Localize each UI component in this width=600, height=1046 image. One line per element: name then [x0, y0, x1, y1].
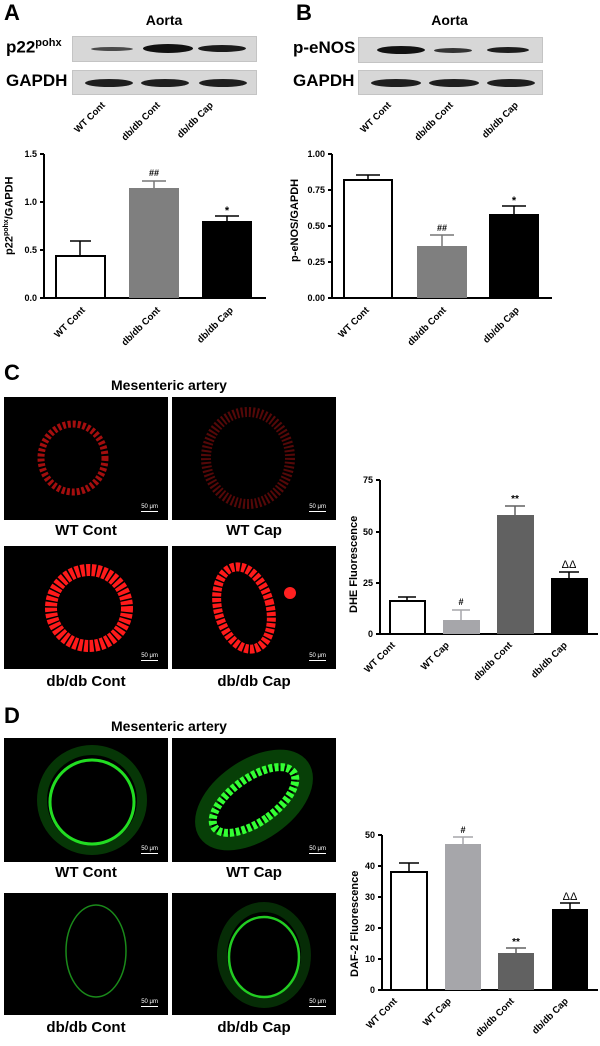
bar-dbdb-cont: ##	[129, 168, 179, 298]
panel-d-x-tick-label: db/db Cont	[473, 996, 517, 1040]
panel-a-y-axis-title: p22pohx/GAPDH	[3, 176, 16, 255]
svg-text:40: 40	[365, 861, 375, 871]
dhe-label-dbdb-cap: db/db Cap	[217, 673, 291, 690]
scale-bar: 50 μm	[141, 504, 158, 512]
daf2-label-dbdb-cap: db/db Cap	[217, 1019, 291, 1036]
panel-b-y-axis-title: p-eNOS/GAPDH	[289, 178, 301, 262]
daf2-image-dbdb-cont: 50 μm	[4, 893, 168, 1015]
svg-text:75: 75	[363, 475, 373, 485]
panel-c-y-axis-title: DHE Fluorescence	[348, 515, 360, 613]
panel-letter-d: D	[4, 703, 20, 728]
bar-dbdb-cont: **	[498, 937, 534, 990]
y-axis: 1.5 1.0 0.5 0.0	[24, 149, 45, 303]
dhe-label-wt-cap: WT Cap	[226, 522, 282, 539]
svg-text:ΔΔ: ΔΔ	[562, 559, 577, 571]
y-axis: 1.00 0.75 0.50 0.25 0.00	[307, 149, 333, 303]
bar-dbdb-cap: ΔΔ	[552, 891, 588, 990]
dhe-label-dbdb-cont: db/db Cont	[46, 673, 126, 690]
svg-text:#: #	[458, 597, 463, 607]
panel-d-x-tick-label: WT Cap	[420, 996, 454, 1029]
panel-b-bar-chart: 1.00 0.75 0.50 0.25 0.00 ## *	[307, 149, 552, 303]
bar-wt-cont	[55, 240, 106, 299]
svg-text:0: 0	[370, 985, 375, 995]
panel-a-blot-label-target: p22pohx	[6, 37, 62, 57]
svg-text:ΔΔ: ΔΔ	[563, 891, 578, 903]
svg-text:50: 50	[365, 830, 375, 840]
panel-d-bar-chart: 50 40 30 20 10 0 # ** ΔΔ	[365, 825, 598, 995]
panel-a-bar-chart: 1.5 1.0 0.5 0.0 ## *	[24, 149, 266, 303]
bar-dbdb-cap: ΔΔ	[551, 559, 588, 634]
dhe-image-wt-cont: 50 μm	[4, 397, 168, 520]
svg-text:##: ##	[149, 168, 159, 178]
daf2-image-wt-cap: 50 μm	[172, 738, 336, 862]
dhe-label-wt-cont: WT Cont	[55, 522, 117, 539]
svg-text:0.5: 0.5	[24, 245, 37, 255]
panel-letter-b: B	[296, 0, 312, 25]
panel-d-title: Mesenteric artery	[111, 718, 227, 734]
y-axis: 50 40 30 20 10 0	[365, 830, 383, 995]
panel-d-y-axis-title: DAF-2 Fluorescence	[349, 870, 361, 977]
svg-text:30: 30	[365, 892, 375, 902]
panel-a-blot-p22phox	[72, 36, 257, 62]
bar-dbdb-cont: **	[497, 494, 534, 634]
panel-c-bar-chart: 75 50 25 0 # ** ΔΔ	[363, 475, 598, 639]
panel-a-tissue-title: Aorta	[145, 12, 183, 28]
svg-text:**: **	[512, 937, 520, 948]
svg-text:*: *	[512, 195, 517, 207]
panel-b-blot-peNOS	[358, 37, 543, 63]
daf2-label-wt-cap: WT Cap	[226, 864, 282, 881]
svg-text:1.5: 1.5	[24, 149, 37, 159]
bar-dbdb-cap: *	[489, 195, 539, 298]
bar-wt-cap: #	[445, 825, 481, 990]
scale-bar: 50 μm	[309, 999, 326, 1007]
daf2-image-wt-cont: 50 μm	[4, 738, 168, 862]
panel-d-x-tick-label: WT Cont	[364, 996, 400, 1032]
scale-bar: 50 μm	[141, 653, 158, 661]
svg-text:0.75: 0.75	[307, 185, 325, 195]
panel-a-blot-gapdh	[72, 70, 257, 95]
scale-bar: 50 μm	[309, 504, 326, 512]
y-axis: 75 50 25 0	[363, 475, 381, 639]
bar-wt-cap: #	[443, 597, 480, 634]
svg-text:0.0: 0.0	[24, 293, 37, 303]
svg-text:0.00: 0.00	[307, 293, 325, 303]
daf2-label-dbdb-cont: db/db Cont	[46, 1019, 126, 1036]
panel-d-x-tick-label: db/db Cap	[530, 996, 571, 1037]
svg-text:#: #	[460, 825, 465, 835]
bar-wt-cont	[390, 862, 428, 991]
svg-text:0: 0	[368, 629, 373, 639]
dhe-image-dbdb-cap: 50 μm	[172, 546, 336, 669]
panel-a-blot-label-gapdh: GAPDH	[6, 71, 68, 90]
scale-bar: 50 μm	[309, 653, 326, 661]
svg-text:##: ##	[437, 223, 447, 233]
scale-bar: 50 μm	[141, 999, 158, 1007]
daf2-image-dbdb-cap: 50 μm	[172, 893, 336, 1015]
panel-letter-c: C	[4, 360, 20, 385]
svg-text:0.50: 0.50	[307, 221, 325, 231]
bar-wt-cont	[389, 596, 426, 635]
svg-text:50: 50	[363, 527, 373, 537]
scale-bar: 50 μm	[309, 846, 326, 854]
panel-b-blot-label-target: p-eNOS	[293, 38, 356, 57]
panel-b-tissue-title: Aorta	[431, 12, 468, 28]
svg-text:1.00: 1.00	[307, 149, 325, 159]
bar-dbdb-cap: *	[202, 205, 252, 298]
panel-c-title: Mesenteric artery	[111, 377, 227, 393]
svg-text:1.0: 1.0	[24, 197, 37, 207]
dhe-image-wt-cap: 50 μm	[172, 397, 336, 520]
svg-text:20: 20	[365, 923, 375, 933]
panel-letter-a: A	[4, 0, 20, 25]
panel-b-blot-label-gapdh: GAPDH	[293, 71, 355, 90]
dhe-image-dbdb-cont: 50 μm	[4, 546, 168, 669]
svg-text:10: 10	[365, 954, 375, 964]
svg-text:**: **	[511, 494, 519, 505]
panel-b-blot-gapdh	[358, 70, 543, 95]
svg-text:25: 25	[363, 578, 373, 588]
daf2-label-wt-cont: WT Cont	[55, 864, 117, 881]
scale-bar: 50 μm	[141, 846, 158, 854]
bar-dbdb-cont: ##	[417, 223, 467, 298]
svg-text:0.25: 0.25	[307, 257, 325, 267]
bar-wt-cont	[343, 174, 393, 299]
svg-text:*: *	[225, 205, 230, 217]
